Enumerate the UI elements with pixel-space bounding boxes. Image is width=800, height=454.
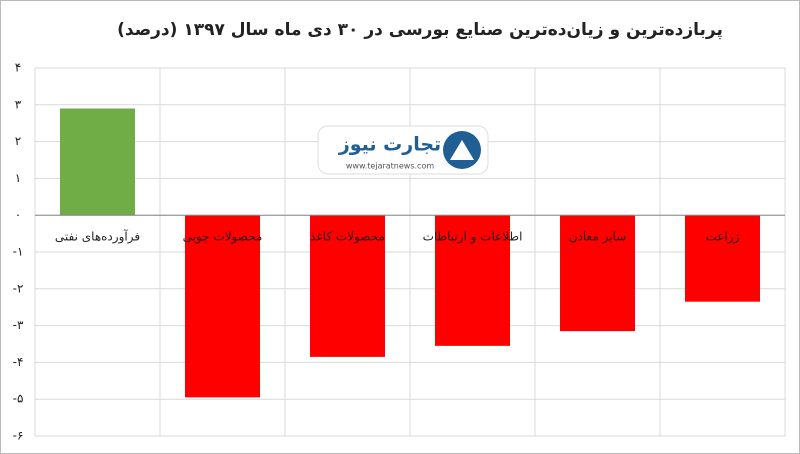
watermark-name: تجارت نیوز [338,134,441,156]
watermark: تجارت نیوز www.tejaratnews.com [317,125,489,175]
x-tick-label: فرآورده‌های نفتی [55,229,140,245]
y-tick-label: ۲ [15,134,21,148]
y-tick-label: ۳ [15,97,22,111]
x-tick-label: سایر معادن [569,230,627,245]
bar [60,108,135,216]
bar [685,215,760,302]
y-tick-label: -۶ [13,429,24,443]
bar [310,215,385,357]
y-tick-label: -۱ [13,245,24,259]
bar [185,215,260,398]
y-tick-label: -۵ [13,392,24,406]
y-tick-label: ۴ [15,61,21,75]
x-tick-label: محصولات چوبی [183,230,263,245]
y-tick-label: ۰ [15,208,21,222]
chart-title: پربازده‌ترین و زیان‌ده‌ترین صنایع بورسی … [117,20,723,40]
y-tick-label: ۱ [15,171,21,185]
x-tick-label: زراعت [706,230,740,245]
watermark-icon-mark [450,140,474,160]
bar [435,215,510,346]
bar [560,215,635,332]
x-tick-label: اطلاعات و ارتباطات [423,230,523,245]
watermark-url: www.tejaratnews.com [346,162,434,171]
x-tick-label: محصولات کاغذ [310,230,385,245]
watermark-box [317,125,489,175]
y-tick-label: -۴ [13,355,24,369]
y-tick-label: -۳ [13,318,24,332]
y-tick-label: -۲ [13,281,24,295]
